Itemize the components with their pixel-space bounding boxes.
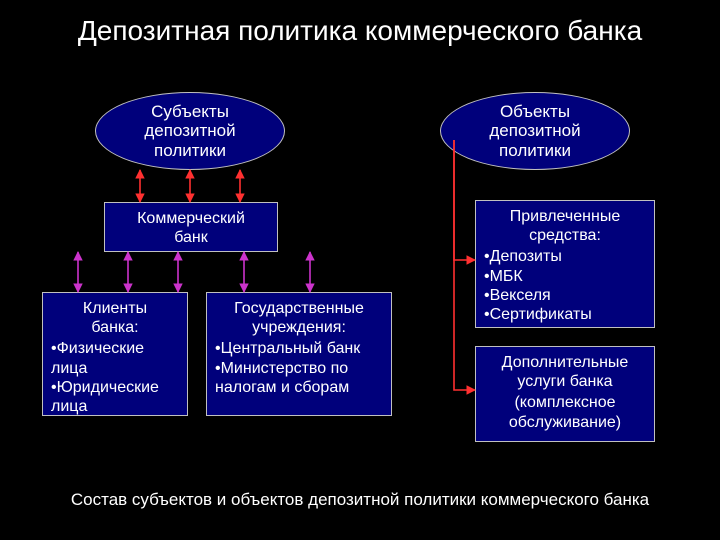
list-item: •Физические лица xyxy=(51,339,179,377)
box-government-header: Государственныеучреждения: xyxy=(215,299,383,337)
ellipse-objects: Объектыдепозитнойполитики xyxy=(440,92,630,170)
box-funds: Привлеченныесредства: •Депозиты •МБК •Ве… xyxy=(475,200,655,328)
box-commercial-header: Коммерческийбанк xyxy=(113,209,269,247)
list-item: •МБК xyxy=(484,267,646,286)
list-item: •Депозиты xyxy=(484,247,646,266)
list-item: •Векселя xyxy=(484,286,646,305)
list-item: •Сертификаты xyxy=(484,305,646,324)
box-funds-header: Привлеченныесредства: xyxy=(484,207,646,245)
box-commercial-bank: Коммерческийбанк xyxy=(104,202,278,252)
box-government: Государственныеучреждения: •Центральный … xyxy=(206,292,392,416)
ellipse-subjects: Субъектыдепозитнойполитики xyxy=(95,92,285,170)
box-clients: Клиентыбанка: •Физические лица •Юридичес… xyxy=(42,292,188,416)
ellipse-subjects-label: Субъектыдепозитнойполитики xyxy=(144,102,235,161)
list-item: •Министерство по налогам и сборам xyxy=(215,359,383,397)
box-services: Дополнительныеуслуги банка (комплексное … xyxy=(475,346,655,442)
slide-caption: Состав субъектов и объектов депозитной п… xyxy=(0,490,720,510)
slide-title: Депозитная политика коммерческого банка xyxy=(0,0,720,56)
box-services-sub: (комплексное обслуживание) xyxy=(484,393,646,431)
list-item: •Юридические лица xyxy=(51,378,179,416)
list-item: •Центральный банк xyxy=(215,339,383,358)
box-services-header: Дополнительныеуслуги банка xyxy=(484,353,646,391)
box-clients-header: Клиентыбанка: xyxy=(51,299,179,337)
ellipse-objects-label: Объектыдепозитнойполитики xyxy=(489,102,580,161)
